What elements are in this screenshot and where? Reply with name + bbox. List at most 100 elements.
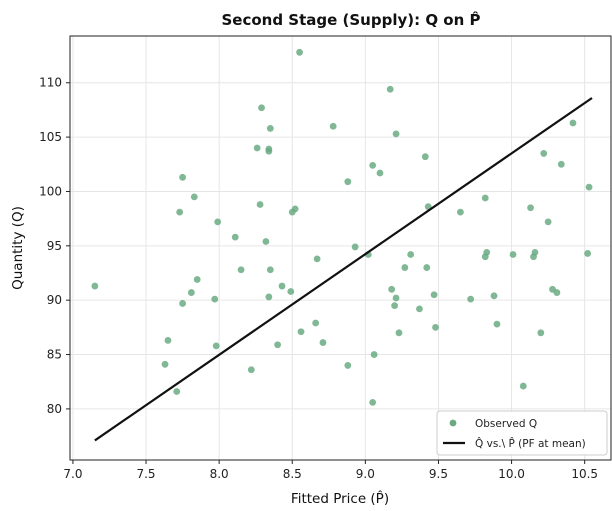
data-point [483, 248, 491, 256]
legend: Observed Q Q̂ vs.\ P̂ (PF at mean) [436, 410, 608, 456]
x-axis-ticks: 7.0 7.5 8.0 8.5 9.0 9.5 10.0 10.5 [63, 460, 598, 481]
data-point [430, 291, 438, 299]
data-point [265, 147, 273, 155]
data-point [392, 294, 400, 302]
data-point [416, 305, 423, 313]
legend-label-observed: Observed Q [475, 418, 537, 430]
data-point [190, 193, 198, 201]
data-point [247, 366, 255, 374]
fitted-line [94, 97, 593, 442]
x-axis-label: Fitted Price (P̂) [291, 491, 389, 507]
data-point [211, 295, 219, 303]
data-point [258, 104, 265, 112]
data-point [401, 264, 409, 271]
y-tick-label: 80 [47, 402, 62, 416]
data-point [553, 289, 561, 296]
data-point [509, 251, 517, 258]
chart-title: Second Stage (Supply): Q on P̂ [221, 10, 480, 29]
data-point [531, 248, 539, 256]
data-point [319, 339, 327, 346]
data-point [212, 342, 220, 350]
data-point [173, 388, 181, 395]
data-point [274, 341, 282, 349]
y-tick-label: 90 [47, 293, 62, 307]
y-tick-label: 95 [47, 239, 62, 253]
x-tick-label: 8.0 [210, 467, 229, 481]
x-tick-label: 7.5 [136, 467, 155, 481]
legend-scatter-marker [449, 419, 457, 427]
data-point [370, 351, 378, 358]
data-point [187, 289, 195, 296]
data-point [214, 218, 222, 226]
data-point [391, 302, 398, 310]
data-point [329, 122, 337, 130]
data-point [266, 125, 274, 132]
data-point [179, 300, 186, 307]
data-point [490, 292, 498, 300]
data-point [369, 398, 377, 406]
y-tick-label: 110 [39, 76, 62, 90]
data-point [537, 329, 545, 337]
x-tick-label: 7.0 [63, 467, 82, 481]
data-point [369, 161, 377, 169]
x-tick-label: 9.0 [356, 467, 375, 481]
data-point [164, 337, 172, 344]
data-point [313, 255, 321, 263]
y-tick-label: 85 [47, 348, 62, 362]
data-point [493, 320, 501, 328]
data-point [481, 194, 489, 202]
data-point [265, 293, 273, 301]
data-point [312, 319, 320, 327]
data-point [262, 238, 270, 245]
x-tick-label: 10.0 [498, 467, 525, 481]
data-point [519, 382, 527, 390]
x-tick-label: 9.5 [429, 467, 448, 481]
plot-frame [69, 35, 612, 461]
data-point [176, 208, 184, 216]
data-point [253, 144, 261, 152]
data-point [231, 233, 239, 241]
data-point [278, 282, 286, 290]
data-point [432, 323, 439, 331]
legend-box [436, 410, 608, 456]
gridlines [70, 36, 611, 460]
data-point [392, 130, 400, 138]
y-tick-label: 100 [39, 184, 62, 198]
data-point [344, 362, 352, 369]
y-tick-label: 105 [39, 130, 62, 144]
data-point [421, 153, 429, 161]
data-point [296, 48, 303, 56]
data-point [291, 205, 299, 213]
data-point [407, 251, 415, 258]
y-axis-label: Quantity (Q) [10, 206, 26, 290]
data-point [585, 183, 593, 191]
data-point [193, 276, 201, 283]
data-point [540, 150, 548, 157]
data-point [395, 329, 403, 337]
x-tick-label: 8.5 [283, 467, 302, 481]
data-point [388, 285, 396, 293]
data-point [557, 160, 565, 168]
data-point [386, 85, 394, 93]
data-point [344, 178, 352, 186]
y-axis-ticks: 80 85 90 95 100 105 110 [39, 76, 70, 416]
data-point [179, 173, 186, 181]
data-point [287, 288, 295, 295]
legend-label-fitted: Q̂ vs.\ P̂ (PF at mean) [475, 437, 586, 450]
data-point [266, 266, 274, 274]
data-point [527, 204, 534, 212]
data-point [584, 250, 592, 257]
data-point [467, 295, 475, 303]
data-point [237, 266, 245, 274]
data-point [351, 243, 359, 251]
data-point [569, 119, 577, 127]
data-point [376, 169, 384, 177]
observed-points [91, 48, 593, 406]
data-point [423, 264, 431, 271]
data-point [91, 282, 99, 290]
data-point [256, 201, 264, 208]
data-point [544, 218, 552, 226]
data-point [456, 208, 464, 216]
data-point [161, 360, 169, 368]
